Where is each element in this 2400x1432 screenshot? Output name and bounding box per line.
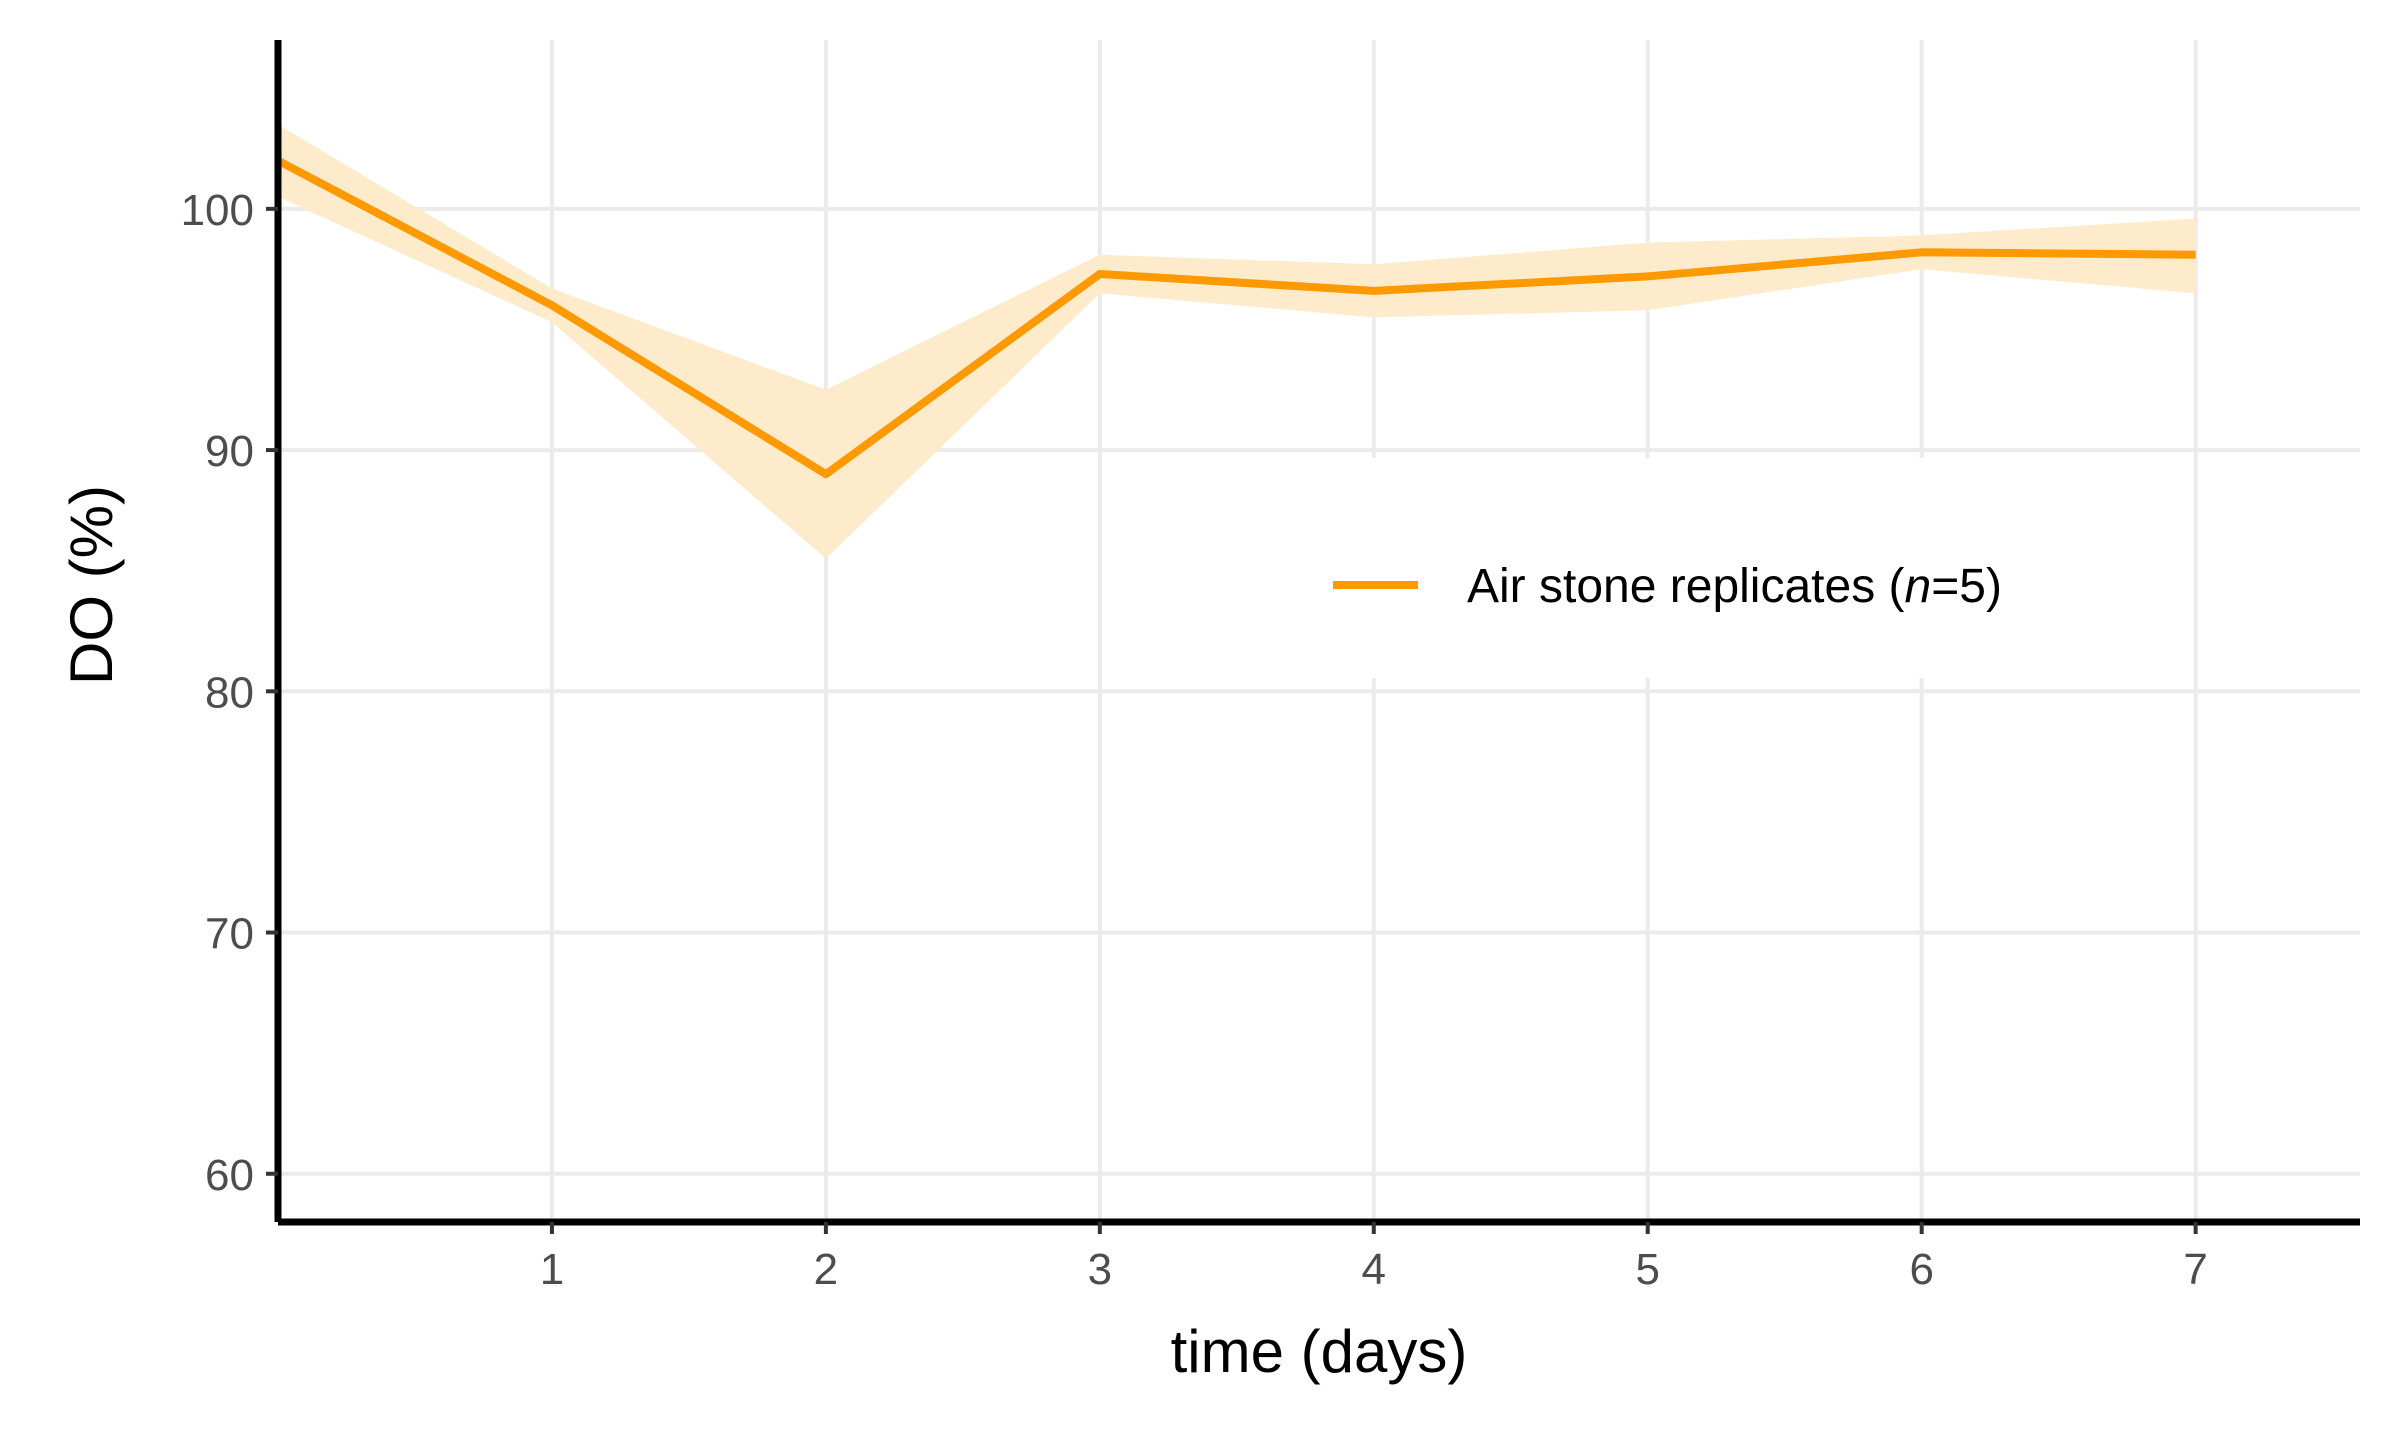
- x-tick-label: 3: [1088, 1245, 1112, 1294]
- confidence-ribbon: [278, 124, 2196, 559]
- x-tick-label: 2: [814, 1245, 838, 1294]
- legend-background: [1300, 458, 2160, 678]
- y-tick-label: 100: [181, 186, 254, 235]
- legend: Air stone replicates (n=5): [1333, 560, 2002, 613]
- x-tick-label: 6: [1909, 1245, 1933, 1294]
- series-line: [276, 157, 2196, 479]
- legend-label-italic: n: [1905, 560, 1932, 613]
- y-tick-label: 80: [205, 668, 254, 717]
- x-tick-label: 4: [1362, 1245, 1386, 1294]
- x-tick-label: 5: [1635, 1245, 1659, 1294]
- y-tick-label: 60: [205, 1151, 254, 1200]
- axes: [274, 40, 2360, 1226]
- x-axis-title: time (days): [1171, 1318, 1468, 1385]
- series-line-layer: [276, 157, 2196, 479]
- confidence-ribbon-layer: [278, 124, 2196, 559]
- legend-label-suffix: =5): [1931, 560, 2002, 613]
- x-tick-label: 1: [540, 1245, 564, 1294]
- y-tick-label: 70: [205, 910, 254, 959]
- y-axis-title: DO (%): [58, 485, 125, 685]
- x-tick-label: 7: [2183, 1245, 2207, 1294]
- y-tick-label: 90: [205, 427, 254, 476]
- legend-label: Air stone replicates (n=5): [1467, 560, 2002, 613]
- legend-box: [1300, 458, 2160, 678]
- tick-labels: 1 2 3 4 5 6 7 60 70 80 90 100: [181, 186, 2208, 1294]
- legend-label-prefix: Air stone replicates (: [1467, 560, 1905, 613]
